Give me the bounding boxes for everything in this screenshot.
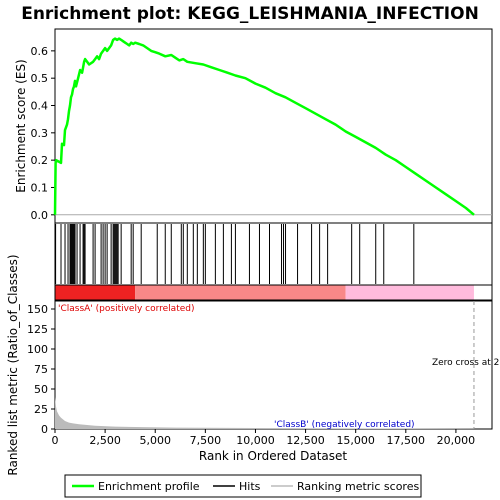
- metric-x-tick-label: 5,000: [139, 434, 171, 447]
- metric-y-tick-label: 125: [27, 323, 48, 336]
- es-y-tick-label: 0.6: [31, 45, 49, 58]
- es-y-tick-label: 0.0: [31, 209, 49, 222]
- legend-hits-label: Hits: [239, 480, 261, 493]
- es-y-tick-label: 0.3: [31, 127, 49, 140]
- hit-markers: [55, 224, 415, 284]
- metric-x-tick-label: 15,000: [336, 434, 375, 447]
- rank-color-bar: [54, 284, 493, 301]
- metric-y-tick-label: 75: [34, 363, 48, 376]
- es-y-tick-label: 0.1: [31, 181, 49, 194]
- metric-y-axis: 0 25 50 75 100 125 150: [27, 303, 55, 436]
- metric-x-axis-label: Rank in Ordered Dataset: [199, 449, 347, 463]
- es-plot-frame: [54, 28, 493, 224]
- es-y-axis-label: Enrichment score (ES): [14, 59, 28, 192]
- metric-y-tick-label: 25: [34, 403, 48, 416]
- es-y-tick-label: 0.2: [31, 154, 49, 167]
- rank-bar-segment: [55, 285, 136, 300]
- metric-y-tick-label: 0: [41, 423, 48, 436]
- metric-x-tick-label: 17,500: [387, 434, 426, 447]
- metric-x-tick-label: 20,000: [437, 434, 476, 447]
- es-y-axis: 0.0 0.1 0.2 0.3 0.4 0.5 0.6: [31, 45, 55, 222]
- legend-metric-label: Ranking metric scores: [297, 480, 419, 493]
- zero-cross-label: Zero cross at 2: [432, 358, 499, 368]
- hits-plot-frame: [54, 222, 493, 286]
- metric-x-tick-label: 2,500: [89, 434, 121, 447]
- metric-y-tick-label: 150: [27, 303, 48, 316]
- legend: Enrichment profile Hits Ranking metric s…: [64, 474, 422, 498]
- metric-x-axis: 0 2,500 5,000 7,500 10,000 12,500 15,000 17,500…: [52, 429, 476, 447]
- metric-y-tick-label: 100: [27, 343, 48, 356]
- enrichment-profile-line: [53, 37, 475, 216]
- metric-x-tick-label: 7,500: [190, 434, 222, 447]
- rank-bar-segment: [135, 285, 346, 300]
- legend-enrichment-label: Enrichment profile: [98, 480, 200, 493]
- chart-title: Enrichment plot: KEGG_LEISHMANIA_INFECTI…: [21, 4, 479, 24]
- metric-y-axis-label: Ranked list metric (Ratio_of_Classes): [6, 254, 20, 475]
- metric-panel: 0 25 50 75 100 125 150 0 2,500 5,000 7,500 10,000 1…: [6, 254, 499, 475]
- metric-x-tick-label: 0: [52, 434, 59, 447]
- rank-bar-frame: [54, 284, 493, 301]
- metric-plot-frame: [54, 300, 493, 430]
- es-y-tick-label: 0.5: [31, 72, 49, 85]
- legend-box: [64, 474, 422, 498]
- rank-bar-segment: [345, 285, 474, 300]
- class-a-label: 'ClassA' (positively correlated): [58, 304, 195, 314]
- metric-y-tick-label: 50: [34, 383, 48, 396]
- class-b-label: 'ClassB' (negatively correlated): [274, 420, 415, 430]
- metric-x-tick-label: 10,000: [236, 434, 275, 447]
- es-panel: 0.0 0.1 0.2 0.3 0.4 0.5 0.6 Enrichment score (…: [14, 28, 493, 224]
- es-y-tick-label: 0.4: [31, 100, 49, 113]
- metric-x-tick-label: 12,500: [286, 434, 325, 447]
- hits-panel: [54, 222, 493, 286]
